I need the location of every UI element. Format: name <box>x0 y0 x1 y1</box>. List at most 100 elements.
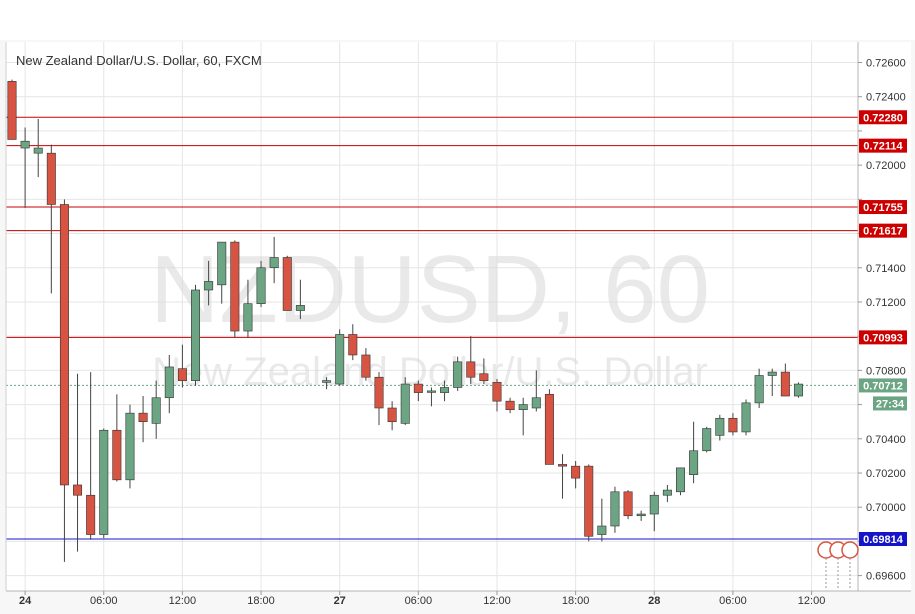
candle-down[interactable] <box>282 255 292 311</box>
candle-down[interactable] <box>46 144 56 294</box>
candle-up[interactable] <box>767 368 777 397</box>
candle-up[interactable] <box>33 118 43 178</box>
candle-down[interactable] <box>7 79 17 140</box>
candle-down[interactable] <box>112 394 122 482</box>
candle-down[interactable] <box>177 344 187 388</box>
price-axis[interactable]: 0.72600 0.72400 0.72000 0.71400 0.71200 0.708… <box>858 58 906 583</box>
candle-body[interactable] <box>138 412 148 422</box>
candle-up[interactable] <box>426 387 436 407</box>
candle-body[interactable] <box>479 373 489 381</box>
candle-body[interactable] <box>584 465 594 537</box>
candle-down[interactable] <box>479 358 489 385</box>
candle-down[interactable] <box>558 454 568 499</box>
candle-body[interactable] <box>348 334 358 356</box>
candle-body[interactable] <box>20 140 30 149</box>
candle-body[interactable] <box>728 417 738 433</box>
candle-up[interactable] <box>793 382 803 398</box>
candle-body[interactable] <box>440 387 450 393</box>
candle-body[interactable] <box>46 152 56 205</box>
candle-body[interactable] <box>466 361 476 378</box>
candle-down[interactable] <box>348 324 358 361</box>
candle-body[interactable] <box>571 465 581 479</box>
candle-body[interactable] <box>597 525 607 535</box>
candle-up[interactable] <box>269 236 279 284</box>
candle-body[interactable] <box>610 491 620 527</box>
candle-body[interactable] <box>164 366 174 399</box>
candle-body[interactable] <box>780 371 790 397</box>
candle-up[interactable] <box>675 467 685 496</box>
candle-down[interactable] <box>138 396 148 443</box>
candle-down[interactable] <box>230 240 240 338</box>
candle-body[interactable] <box>518 404 528 411</box>
candle-down[interactable] <box>86 372 96 540</box>
candle-up[interactable] <box>649 491 659 532</box>
candle-body[interactable] <box>374 376 384 409</box>
candle-down[interactable] <box>374 372 384 426</box>
candle-up[interactable] <box>256 260 266 308</box>
candle-body[interactable] <box>702 428 712 452</box>
candle-body[interactable] <box>662 489 672 496</box>
candle-body[interactable] <box>505 400 515 411</box>
candle-body[interactable] <box>191 289 201 381</box>
candle-body[interactable] <box>649 494 659 515</box>
candle-body[interactable] <box>361 354 371 378</box>
candle-body[interactable] <box>73 484 83 496</box>
candle-body[interactable] <box>217 241 227 286</box>
candle-up[interactable] <box>715 414 725 441</box>
us-flag-event-icon[interactable] <box>841 541 859 559</box>
candle-body[interactable] <box>426 390 436 393</box>
candle-body[interactable] <box>230 241 240 332</box>
candle-body[interactable] <box>59 204 69 486</box>
candle-up[interactable] <box>531 370 541 412</box>
candle-up[interactable] <box>453 356 463 391</box>
candle-up[interactable] <box>400 377 410 426</box>
candle-body[interactable] <box>413 383 423 393</box>
candle-body[interactable] <box>558 464 568 467</box>
candle-up[interactable] <box>20 127 30 208</box>
candle-down[interactable] <box>623 490 633 520</box>
candle-up[interactable] <box>636 510 646 521</box>
candle-down[interactable] <box>413 380 423 402</box>
candle-up[interactable] <box>322 377 332 390</box>
candle-up[interactable] <box>243 279 253 338</box>
candle-body[interactable] <box>400 383 410 424</box>
candles-layer[interactable] <box>7 79 803 562</box>
candle-body[interactable] <box>793 383 803 397</box>
candle-up[interactable] <box>164 354 174 414</box>
candle-body[interactable] <box>531 397 541 409</box>
candle-body[interactable] <box>767 371 777 376</box>
candle-up[interactable] <box>440 380 450 402</box>
candle-body[interactable] <box>689 450 699 476</box>
candle-up[interactable] <box>689 421 699 484</box>
candle-body[interactable] <box>151 397 161 424</box>
candle-up[interactable] <box>597 498 607 542</box>
candle-up[interactable] <box>702 426 712 453</box>
candle-down[interactable] <box>571 461 581 489</box>
candle-up[interactable] <box>754 368 764 408</box>
candle-body[interactable] <box>256 267 266 304</box>
candle-body[interactable] <box>177 368 187 381</box>
candle-down[interactable] <box>59 199 69 562</box>
candle-up[interactable] <box>217 241 227 304</box>
candle-body[interactable] <box>204 281 214 291</box>
candle-down[interactable] <box>387 401 397 431</box>
candle-body[interactable] <box>453 361 463 388</box>
candle-down[interactable] <box>780 363 790 397</box>
candle-down[interactable] <box>73 373 83 552</box>
candle-down[interactable] <box>361 348 371 381</box>
candle-up[interactable] <box>151 380 161 439</box>
candle-body[interactable] <box>33 147 43 154</box>
candle-down[interactable] <box>492 378 502 412</box>
candle-up[interactable] <box>204 260 214 306</box>
candle-up[interactable] <box>335 329 345 386</box>
candle-body[interactable] <box>544 394 554 465</box>
candle-body[interactable] <box>754 375 764 404</box>
candle-up[interactable] <box>99 428 109 538</box>
candle-up[interactable] <box>191 284 201 386</box>
candle-body[interactable] <box>269 257 279 269</box>
candle-up[interactable] <box>295 279 305 320</box>
candle-up[interactable] <box>610 486 620 533</box>
candle-body[interactable] <box>86 494 96 535</box>
candle-up[interactable] <box>662 484 672 503</box>
